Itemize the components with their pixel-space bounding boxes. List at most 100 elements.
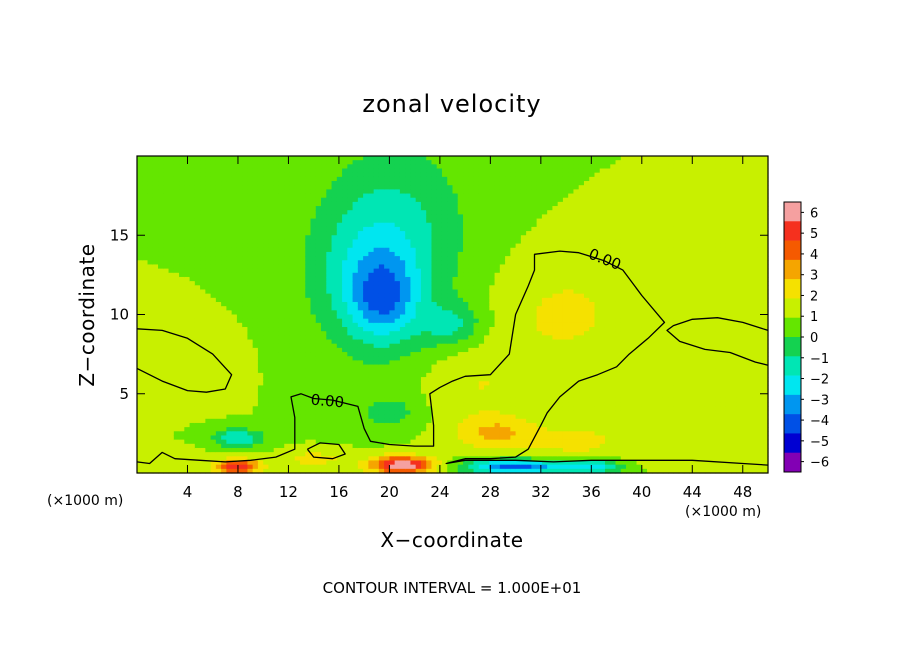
heatmap-cell [378, 464, 385, 470]
heatmap-cell [247, 256, 254, 261]
heatmap-cell [142, 260, 149, 266]
heatmap-cell [363, 189, 369, 195]
heatmap-cell [247, 251, 254, 257]
heatmap-cell [278, 318, 285, 324]
heatmap-cell [300, 260, 306, 266]
heatmap-cell [137, 235, 143, 241]
heatmap-cell [389, 389, 396, 395]
heatmap-cell [394, 214, 401, 220]
heatmap-cell [294, 272, 301, 278]
heatmap-cell [315, 222, 322, 228]
heatmap-cell [179, 222, 185, 228]
heatmap-cell [273, 393, 280, 399]
heatmap-cell [294, 402, 301, 407]
heatmap-cell [300, 206, 306, 211]
heatmap-cell [189, 310, 196, 316]
heatmap-cell [278, 456, 285, 462]
heatmap-cell [478, 222, 485, 228]
heatmap-cell [473, 464, 480, 470]
heatmap-cell [331, 456, 338, 462]
heatmap-cell [263, 264, 270, 270]
heatmap-cell [336, 347, 343, 353]
heatmap-cell [326, 322, 333, 328]
heatmap-cell [357, 285, 364, 291]
heatmap-cell [405, 306, 412, 311]
heatmap-cell [189, 268, 196, 274]
heatmap-cell [231, 452, 238, 457]
heatmap-cell [189, 343, 196, 349]
heatmap-cell [173, 247, 180, 253]
heatmap-cell [231, 260, 238, 266]
heatmap-cell [184, 172, 191, 178]
heatmap-cell [363, 231, 369, 236]
heatmap-cell [289, 464, 296, 470]
heatmap-cell [399, 368, 406, 374]
heatmap-cell [378, 422, 385, 428]
heatmap-cell [268, 427, 275, 432]
heatmap-cell [247, 443, 254, 449]
heatmap-cell [399, 172, 406, 178]
heatmap-cell [468, 251, 475, 257]
heatmap-cell [447, 377, 454, 382]
heatmap-cell [342, 247, 348, 253]
heatmap-cell [189, 460, 196, 466]
heatmap-cell [384, 372, 390, 378]
heatmap-cell [158, 168, 164, 174]
heatmap-cell [452, 331, 459, 336]
heatmap-cell [420, 193, 427, 199]
heatmap-cell [252, 468, 259, 474]
heatmap-cell [305, 439, 312, 445]
heatmap-cell [247, 293, 254, 299]
heatmap-cell [352, 176, 359, 182]
heatmap-cell [368, 460, 375, 466]
heatmap-cell [284, 168, 291, 174]
heatmap-cell [426, 410, 433, 416]
heatmap-cell [215, 347, 222, 353]
heatmap-cell [305, 397, 312, 403]
heatmap-cell [205, 435, 212, 441]
heatmap-cell [194, 393, 201, 399]
heatmap-cell [463, 268, 469, 274]
heatmap-cell [215, 422, 222, 428]
heatmap-cell [310, 389, 317, 395]
heatmap-cell [215, 210, 222, 215]
heatmap-cell [436, 414, 443, 420]
heatmap-cell [347, 268, 354, 274]
heatmap-cell [331, 427, 338, 432]
heatmap-cell [263, 160, 270, 165]
heatmap-cell [147, 185, 154, 190]
heatmap-cell [473, 226, 480, 232]
heatmap-cell [363, 427, 369, 432]
heatmap-cell [189, 368, 196, 374]
heatmap-cell [257, 335, 264, 341]
heatmap-cell [431, 327, 438, 332]
heatmap-cell [368, 397, 375, 403]
heatmap-cell [257, 314, 264, 320]
heatmap-cell [452, 201, 459, 207]
heatmap-cell [394, 368, 401, 374]
heatmap-cell [194, 443, 201, 449]
heatmap-cell [410, 289, 417, 295]
heatmap-cell [163, 397, 170, 403]
heatmap-cell [431, 293, 438, 299]
heatmap-cell [441, 281, 448, 286]
heatmap-cell [373, 201, 380, 207]
heatmap-cell [373, 231, 380, 236]
heatmap-cell [194, 431, 201, 437]
heatmap-cell [420, 385, 427, 391]
heatmap-cell [221, 185, 227, 190]
heatmap-cell [263, 243, 270, 249]
heatmap-cell [268, 293, 275, 299]
heatmap-cell [221, 414, 227, 420]
heatmap-cell [389, 201, 396, 207]
heatmap-cell [242, 339, 249, 345]
heatmap-cell [394, 335, 401, 341]
heatmap-cell [252, 422, 259, 428]
heatmap-cell [210, 397, 217, 403]
heatmap-cell [179, 343, 185, 349]
heatmap-cell [331, 222, 338, 228]
heatmap-cell [268, 468, 275, 474]
heatmap-cell [173, 243, 180, 249]
heatmap-cell [221, 272, 227, 278]
heatmap-cell [478, 172, 485, 178]
